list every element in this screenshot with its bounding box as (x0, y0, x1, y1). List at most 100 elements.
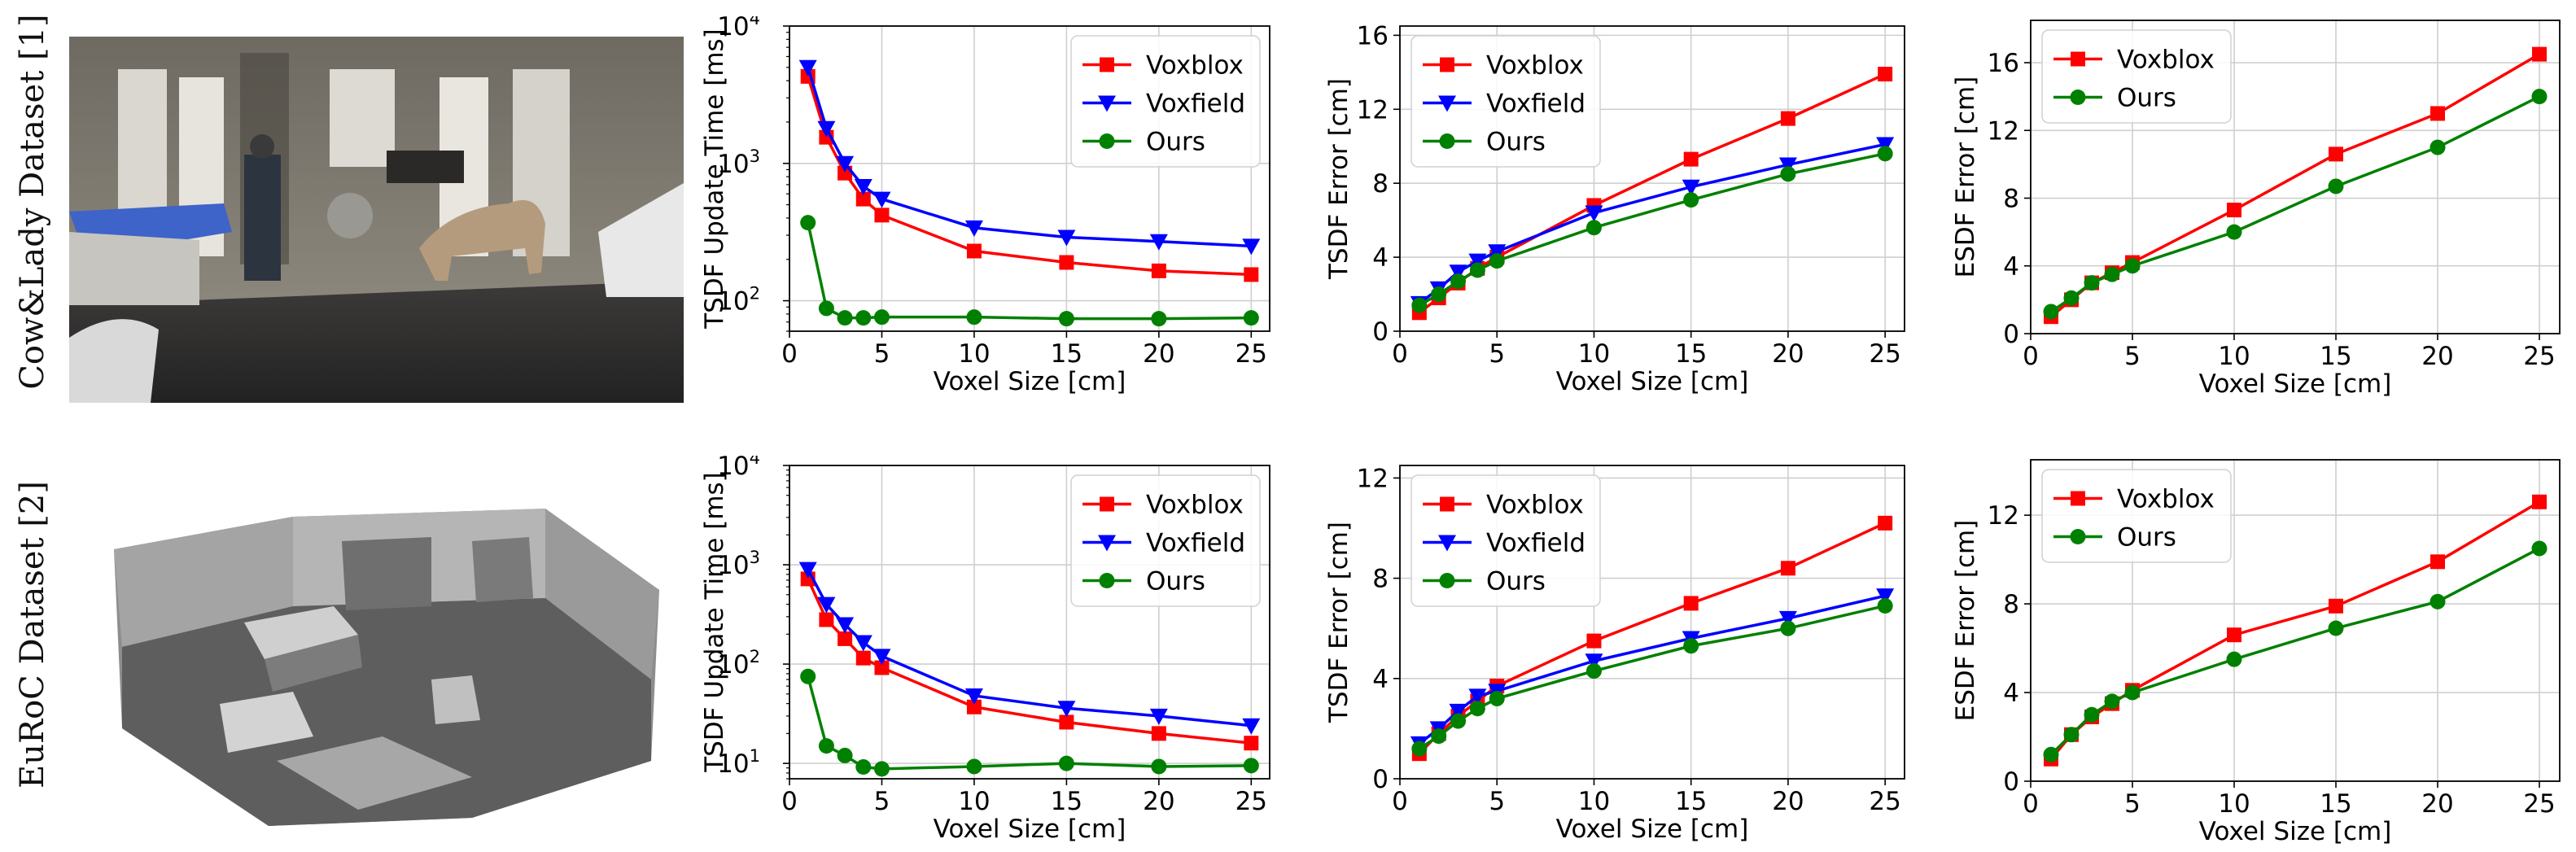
x-tick-label: 25 (2523, 342, 2555, 371)
data-point-ours (2531, 540, 2548, 557)
x-tick-label: 10 (1578, 787, 1610, 816)
plot-frame (2030, 459, 2561, 782)
chart-cowlady-tsdf-error: 0 5 10 15 20 25 0 4 8 12 16 Voxel Size [cm] TSDF Err… (1324, 21, 1905, 396)
x-tick-label: 20 (1143, 339, 1174, 369)
legend: Voxblox Voxfield Ours (1070, 35, 1261, 168)
legend-marker-voxblox (1100, 496, 1114, 512)
data-point-voxfield (836, 617, 855, 634)
x-tick-label: 15 (1051, 787, 1082, 816)
data-point-voxblox (966, 699, 982, 714)
series-line-ours (2049, 547, 2540, 756)
data-point-voxfield (1778, 610, 1797, 627)
x-tick-label: 10 (958, 339, 990, 369)
data-point-ours (2124, 258, 2141, 274)
data-point-voxblox (1878, 515, 1893, 531)
legend-marker-voxblox (1440, 57, 1454, 72)
legend: Voxblox Ours (2041, 29, 2232, 124)
legend-label-ours: Ours (2117, 523, 2176, 553)
data-point-voxfield (873, 649, 891, 666)
series-ours (800, 215, 1259, 327)
data-point-voxblox (1059, 714, 1074, 730)
x-tick-label: 20 (2421, 789, 2453, 819)
x-tick-label: 5 (2124, 789, 2141, 819)
y-tick-label: 103 (717, 146, 760, 179)
data-point-ours (1877, 597, 1893, 614)
data-point-ours (1780, 620, 1796, 636)
legend-label-voxfield: Voxfield (1146, 529, 1245, 558)
x-tick-label: 15 (2320, 342, 2351, 371)
data-point-voxfield (854, 635, 873, 652)
y-tick-label: 12 (1357, 95, 1389, 125)
y-axis-label: TSDF Update Time [ms] (700, 472, 729, 773)
row-label-euroc: EuRoC Dataset [2] (14, 481, 51, 789)
legend: Voxblox Ours (2041, 469, 2232, 563)
legend-label-voxfield: Voxfield (1486, 529, 1585, 558)
x-tick-label: 0 (1392, 339, 1408, 369)
series-ours (1411, 597, 1893, 757)
chart-euroc-tsdf-error: 0 5 10 15 20 25 0 4 8 12 Voxel Size [cm] TSDF Error… (1324, 464, 1905, 844)
data-point-voxblox (838, 631, 853, 646)
data-point-voxfield (798, 561, 817, 579)
y-tick-label: 102 (717, 284, 760, 317)
data-point-ours (2226, 651, 2242, 667)
data-point-voxfield (1449, 703, 1467, 720)
y-tick-label: 12 (1988, 501, 2019, 531)
x-tick-label: 25 (1869, 339, 1900, 369)
legend-marker-voxblox (1440, 496, 1454, 512)
data-point-ours (1489, 690, 1505, 706)
data-point-ours (1877, 146, 1893, 162)
data-point-voxfield (817, 120, 836, 138)
data-point-ours (1469, 701, 1485, 717)
x-tick-label: 25 (1236, 339, 1267, 369)
data-point-ours (1585, 663, 1602, 679)
y-tick-label: 104 (717, 456, 760, 481)
y-tick-label: 104 (717, 16, 760, 42)
data-point-ours (800, 215, 816, 231)
data-point-voxblox (966, 243, 982, 259)
data-point-voxblox (2329, 146, 2343, 162)
plot-frame (789, 25, 1271, 332)
y-axis-label: ESDF Error [cm] (1951, 76, 1980, 278)
data-point-voxfield (836, 155, 855, 173)
legend-label-voxblox: Voxblox (1486, 51, 1584, 81)
x-tick-label: 10 (958, 787, 990, 816)
data-point-ours (1450, 713, 1467, 729)
x-tick-label: 5 (1489, 787, 1505, 816)
x-tick-label: 15 (1675, 787, 1707, 816)
data-point-ours (1411, 741, 1428, 757)
y-tick-label: 16 (1988, 49, 2019, 78)
x-tick-label: 20 (2421, 342, 2453, 371)
data-point-voxblox (1878, 67, 1893, 82)
data-point-ours (837, 747, 853, 763)
data-point-voxblox (1683, 151, 1699, 167)
x-tick-label: 0 (781, 787, 798, 816)
data-point-voxfield (964, 688, 983, 705)
data-point-voxfield (1449, 264, 1467, 282)
chart-euroc-tsdf-time: 0 5 10 15 20 25 101 102 103 104 Voxel Size [cm] TSD… (700, 456, 1271, 844)
data-point-voxblox (1683, 596, 1699, 611)
data-point-voxfield (1149, 234, 1168, 251)
legend-marker-voxblox (2071, 51, 2085, 67)
data-point-ours (1489, 253, 1505, 269)
x-tick-label: 0 (2023, 342, 2039, 371)
series-voxblox (800, 68, 1259, 282)
x-tick-label: 15 (1675, 339, 1707, 369)
x-tick-label: 0 (2023, 789, 2039, 819)
x-tick-label: 5 (1489, 339, 1505, 369)
legend-marker-ours (2070, 90, 2086, 105)
legend-box (1070, 35, 1261, 168)
data-point-ours (1585, 220, 1602, 236)
x-tick-label: 5 (874, 339, 890, 369)
x-tick-label: 10 (1578, 339, 1610, 369)
plot-frame (2030, 20, 2561, 334)
x-tick-label: 5 (874, 787, 890, 816)
data-point-voxblox (1780, 111, 1795, 126)
data-point-voxfield (1876, 588, 1895, 605)
data-point-voxfield (1585, 653, 1603, 671)
data-point-voxblox (855, 650, 871, 666)
data-point-ours (1683, 192, 1699, 208)
data-point-voxfield (1682, 179, 1700, 196)
y-axis-label: TSDF Error [cm] (1324, 78, 1354, 280)
x-tick-label: 20 (1772, 787, 1804, 816)
data-point-voxblox (1059, 255, 1074, 270)
